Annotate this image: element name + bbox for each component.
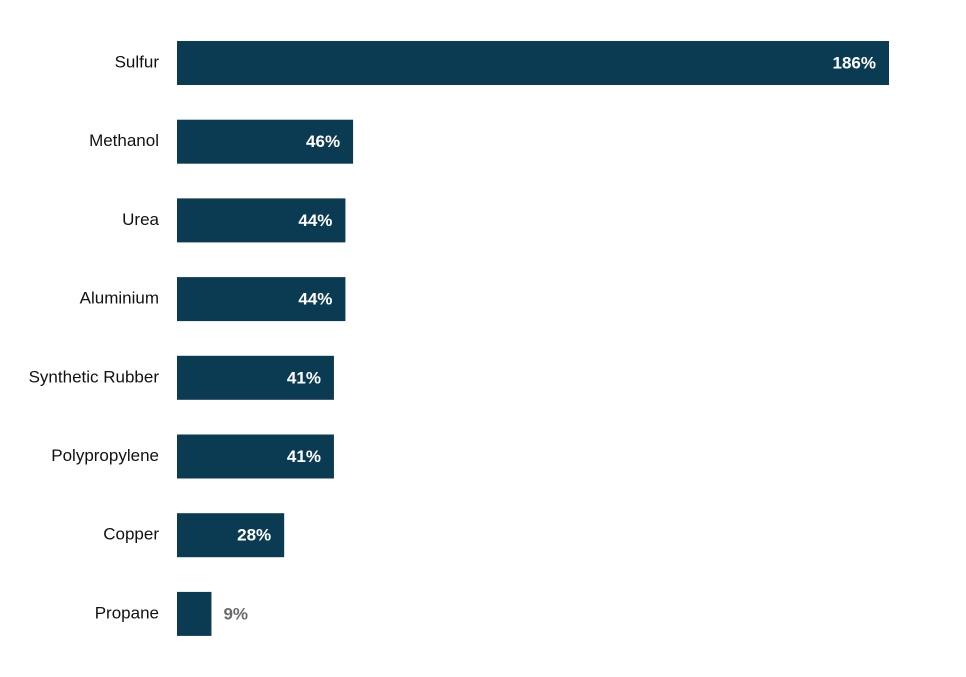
value-label: 44%	[298, 211, 332, 230]
bar	[177, 277, 346, 322]
bar	[177, 41, 889, 85]
category-label: Propane	[95, 603, 159, 622]
value-label: 9%	[223, 604, 248, 623]
category-label: Urea	[122, 210, 159, 229]
category-label: Synthetic Rubber	[29, 367, 160, 386]
bar	[177, 513, 285, 558]
category-label: Copper	[103, 525, 159, 544]
bar	[177, 119, 354, 164]
value-label: 41%	[287, 447, 321, 466]
value-label: 44%	[298, 290, 332, 309]
bar	[177, 434, 334, 479]
category-label: Sulfur	[115, 52, 160, 71]
value-label: 41%	[287, 368, 321, 387]
bar	[177, 591, 212, 636]
bar	[177, 355, 334, 400]
bar	[177, 198, 346, 243]
category-label: Aluminium	[80, 289, 159, 308]
value-label: 46%	[306, 132, 340, 151]
category-label: Methanol	[89, 131, 159, 150]
category-label: Polypropylene	[51, 446, 159, 465]
value-label: 28%	[237, 526, 271, 545]
value-label: 186%	[833, 53, 876, 72]
